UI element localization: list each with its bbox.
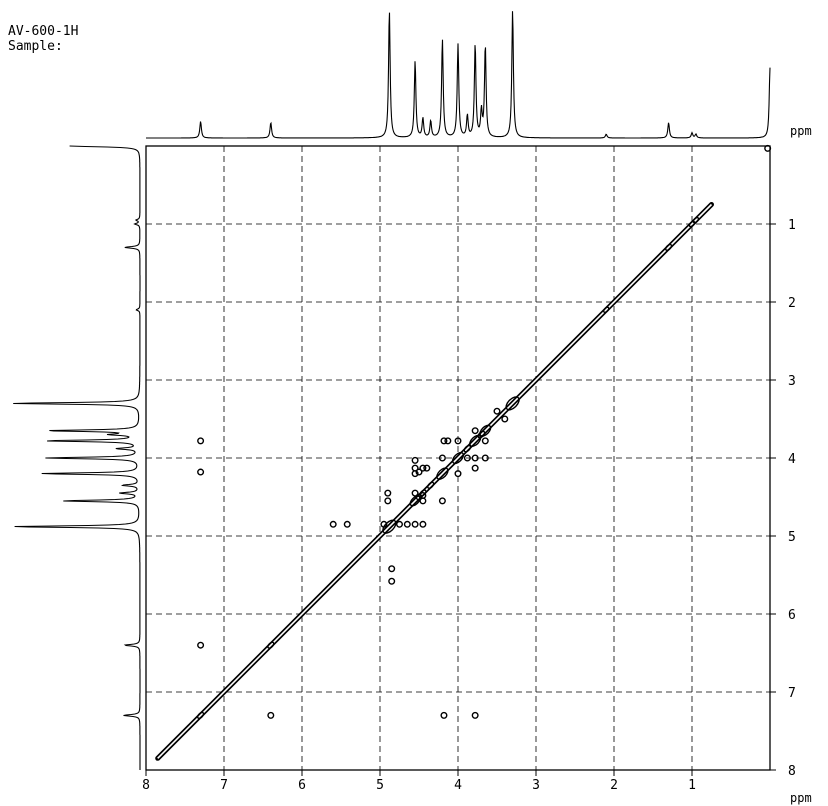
cross-peak: [384, 497, 392, 505]
diagonal-peak: [469, 434, 482, 447]
diagonal-peak: [602, 306, 610, 314]
y-tick-label: 6: [788, 608, 796, 623]
diagonal-peak: [267, 641, 275, 649]
y-tick-label: 4: [788, 452, 796, 467]
x-axis-label: ppm: [790, 791, 812, 805]
diagonal-peak: [196, 711, 205, 720]
cross-peak: [329, 520, 337, 528]
top-projection: [146, 11, 771, 139]
left-projection: [13, 145, 141, 770]
x-tick-label: 3: [532, 778, 540, 793]
diagonal-peak: [688, 220, 696, 228]
x-tick-label: 2: [610, 778, 618, 793]
diagonal-peak: [664, 243, 673, 252]
cross-peak: [197, 437, 205, 445]
diagonal-peak: [451, 451, 465, 465]
diagonal-center: [157, 203, 713, 759]
cross-peak: [423, 464, 431, 472]
x-tick-label: 4: [454, 778, 462, 793]
y-tick-label: 1: [788, 218, 796, 233]
spectrum-header: AV-600-1H Sample:: [8, 24, 78, 54]
x-tick-label: 1: [688, 778, 696, 793]
diagonal-peak: [505, 396, 520, 411]
cross-peak: [493, 407, 501, 415]
cross-peak: [438, 497, 446, 505]
cross-peak: [380, 520, 388, 528]
cross-peak: [415, 468, 423, 476]
cross-peak: [501, 415, 509, 423]
cross-peak: [267, 711, 275, 719]
cross-peak: [471, 454, 479, 462]
diagonal-peak: [479, 424, 492, 437]
cross-peak: [454, 437, 462, 445]
cross-peak: [403, 520, 411, 528]
cross-peak: [419, 491, 427, 499]
cross-peaks: [197, 144, 772, 719]
instrument-label: AV-600-1H: [8, 24, 79, 39]
cross-peak: [415, 493, 423, 501]
y-tick-label: 3: [788, 374, 796, 389]
cross-peak: [454, 470, 462, 478]
x-axis: 8 7 6 5 4 3 2 1: [142, 770, 696, 793]
cross-peak: [343, 520, 351, 528]
cross-peak: [388, 577, 396, 585]
cross-peak: [411, 470, 419, 478]
x-tick-label: 6: [298, 778, 306, 793]
cross-peak: [411, 456, 419, 464]
cross-peak: [444, 437, 452, 445]
cross-peak: [419, 520, 427, 528]
cross-peak: [411, 489, 419, 497]
cross-peak: [471, 464, 479, 472]
top-projection-trace: [146, 11, 771, 139]
diagonal-peak: [692, 216, 700, 224]
cross-peak: [471, 711, 479, 719]
y-tick-label: 7: [788, 686, 796, 701]
cross-peak: [481, 454, 489, 462]
y-tick-label: 5: [788, 530, 796, 545]
y-axis: 1 2 3 4 5 6 7 8: [770, 218, 796, 779]
cross-peak: [471, 427, 479, 435]
cross-peak: [197, 641, 205, 649]
cross-peak: [440, 711, 448, 719]
cross-peak: [764, 144, 772, 152]
y-tick-label: 8: [788, 764, 796, 779]
cross-peak: [438, 454, 446, 462]
cross-peak: [384, 489, 392, 497]
cross-peak: [197, 468, 205, 476]
cross-peak: [396, 520, 404, 528]
cross-peak: [440, 437, 448, 445]
top-ppm-label: ppm: [790, 124, 812, 138]
cross-peak: [463, 454, 471, 462]
left-projection-trace: [13, 145, 141, 770]
y-tick-label: 2: [788, 296, 796, 311]
grid-lines: [146, 146, 770, 770]
diagonal-peak: [427, 481, 435, 489]
diagonal-peaks: [155, 202, 714, 761]
diagonal-peak: [436, 467, 449, 480]
cross-peak: [388, 565, 396, 573]
cross-peak: [419, 464, 427, 472]
x-tick-label: 8: [142, 778, 150, 793]
cross-peak: [411, 520, 419, 528]
x-tick-label: 5: [376, 778, 384, 793]
diagonal-peak: [409, 495, 421, 507]
cross-peak: [481, 437, 489, 445]
sample-label: Sample:: [8, 39, 63, 54]
x-tick-label: 7: [220, 778, 228, 793]
